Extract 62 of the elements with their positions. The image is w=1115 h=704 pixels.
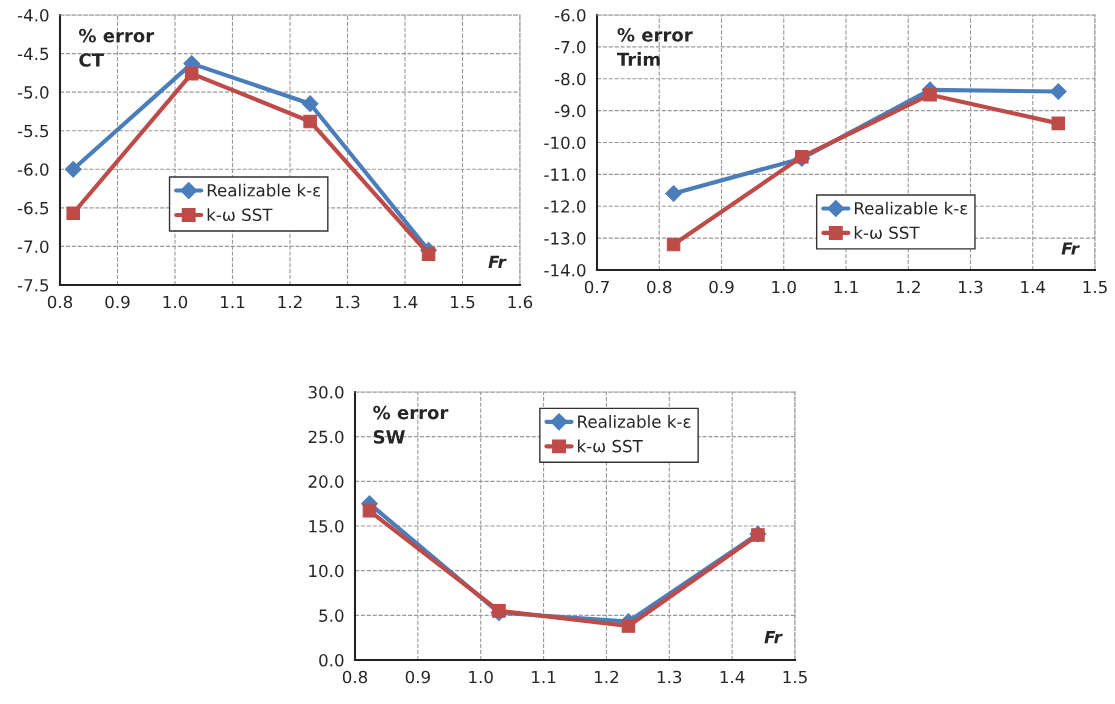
y-tick-label: 30.0 — [308, 385, 344, 399]
legend-label: k-ω SST — [578, 439, 643, 453]
x-axis-title: Fr — [488, 255, 507, 268]
x-tick-label: 1.3 — [336, 295, 360, 309]
legend-label: k-ω SST — [207, 208, 273, 222]
x-tick-label: 1.1 — [532, 670, 556, 684]
x-axis-title: Fr — [1061, 242, 1080, 255]
x-tick-label: 1.0 — [469, 670, 493, 684]
y-tick-label: -11.0 — [544, 168, 586, 181]
x-tick-label: 0.9 — [405, 670, 430, 684]
x-tick-label: 1.3 — [959, 280, 983, 294]
text: % error CT — [78, 28, 155, 67]
y-tick-label: -10.0 — [544, 136, 586, 150]
x-tick-label: 0.9 — [709, 280, 734, 294]
y-tick-label: -13.0 — [544, 232, 586, 245]
legend-label: Realizable k-ε — [578, 415, 691, 428]
y-tick-label: -5.5 — [17, 124, 49, 138]
text: % error Trim — [617, 28, 693, 66]
x-tick-label: 0.8 — [47, 295, 73, 309]
y-tick-label: 5.0 — [319, 609, 344, 622]
x-tick-label: 0.9 — [105, 295, 130, 309]
y-tick-label: -6.5 — [17, 201, 49, 215]
text: % error SW — [373, 405, 449, 444]
y-tick-label: -6.0 — [17, 163, 49, 176]
x-tick-label: 1.2 — [278, 295, 302, 309]
x-tick-label: 1.4 — [720, 670, 745, 684]
y-tick-label: -7.0 — [17, 240, 49, 253]
y-tick-label: 20.0 — [308, 475, 344, 488]
y-tick-label: -12.0 — [544, 200, 586, 213]
y-tick-label: 15.0 — [309, 519, 344, 533]
x-tick-label: 1.1 — [834, 280, 858, 294]
x-tick-label: 1.5 — [451, 295, 475, 309]
y-tick-label: -4.5 — [17, 47, 49, 61]
y-tick-label: -14.0 — [544, 263, 586, 277]
y-tick-label: 10.0 — [309, 564, 344, 578]
x-axis-title: Fr — [764, 631, 783, 644]
x-tick-label: 1.0 — [772, 280, 796, 294]
legend-label: Realizable k-ε — [207, 183, 321, 197]
y-tick-label: -4.0 — [17, 8, 49, 22]
y-tick-label: 25.0 — [308, 430, 344, 444]
x-tick-label: 1.5 — [1083, 280, 1107, 294]
x-tick-label: 1.3 — [657, 670, 682, 684]
x-tick-label: 0.7 — [584, 280, 609, 294]
y-tick-label: -5.0 — [17, 86, 49, 99]
x-tick-label: 1.4 — [1021, 280, 1046, 294]
x-tick-label: 1.2 — [595, 670, 619, 684]
x-tick-label: 0.8 — [647, 280, 672, 294]
y-tick-label: -6.0 — [554, 8, 586, 22]
x-tick-label: 1.5 — [783, 670, 807, 684]
x-tick-label: 1.6 — [508, 295, 533, 309]
x-tick-label: 0.8 — [342, 670, 368, 684]
y-tick-label: -7.5 — [17, 279, 49, 292]
y-tick-label: -7.0 — [554, 40, 586, 54]
x-tick-label: 1.1 — [221, 295, 245, 309]
y-tick-label: -9.0 — [554, 104, 586, 118]
y-tick-label: -8.0 — [554, 72, 586, 86]
legend-label: k-ω SST — [854, 226, 920, 240]
legend-label: Realizable k-ε — [854, 201, 968, 215]
y-tick-label: 0.0 — [319, 653, 344, 667]
x-tick-label: 1.4 — [393, 295, 418, 309]
x-tick-label: 1.0 — [163, 295, 188, 309]
x-tick-label: 1.2 — [896, 280, 920, 294]
